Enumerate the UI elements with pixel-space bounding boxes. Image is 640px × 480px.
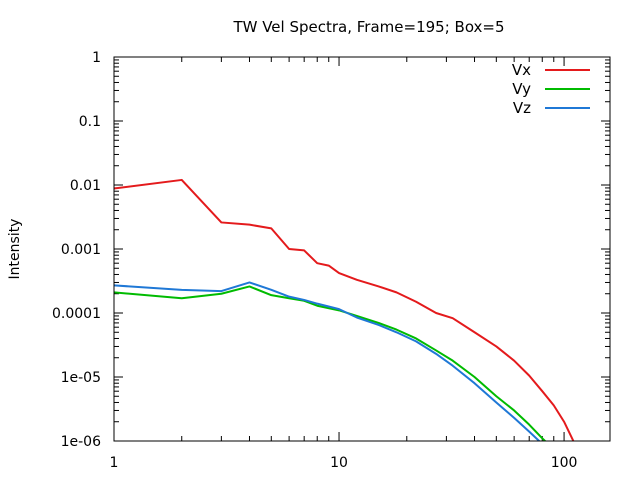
legend-label-vy: Vy	[512, 80, 531, 98]
y-axis: 1e-06 1e-05 0.0001 0.001 0.01 0.1 1	[52, 50, 610, 450]
y-tick-label: 1e-06	[61, 434, 101, 450]
y-axis-label: Intensity	[7, 219, 23, 280]
x-tick-label: 10	[330, 455, 348, 471]
plot-area	[114, 178, 575, 441]
x-axis: 1 10 100	[110, 57, 578, 471]
x-tick-label: 1	[110, 455, 119, 471]
series-line-vy	[114, 285, 547, 441]
chart-title: TW Vel Spectra, Frame=195; Box=5	[232, 18, 504, 36]
legend-label-vx: Vx	[512, 61, 531, 79]
x-tick-label: 100	[551, 455, 578, 471]
y-tick-label: 0.01	[70, 178, 101, 194]
series-line-vx	[114, 178, 575, 441]
legend-label-vz: Vz	[513, 99, 531, 117]
y-tick-label: 1	[92, 50, 101, 66]
y-tick-label: 0.0001	[52, 306, 101, 322]
y-tick-label: 0.001	[61, 242, 101, 258]
y-tick-label: 0.1	[79, 114, 101, 130]
series-line-vz	[114, 281, 541, 441]
y-tick-label: 1e-05	[61, 370, 101, 386]
plot-frame	[113, 56, 611, 442]
